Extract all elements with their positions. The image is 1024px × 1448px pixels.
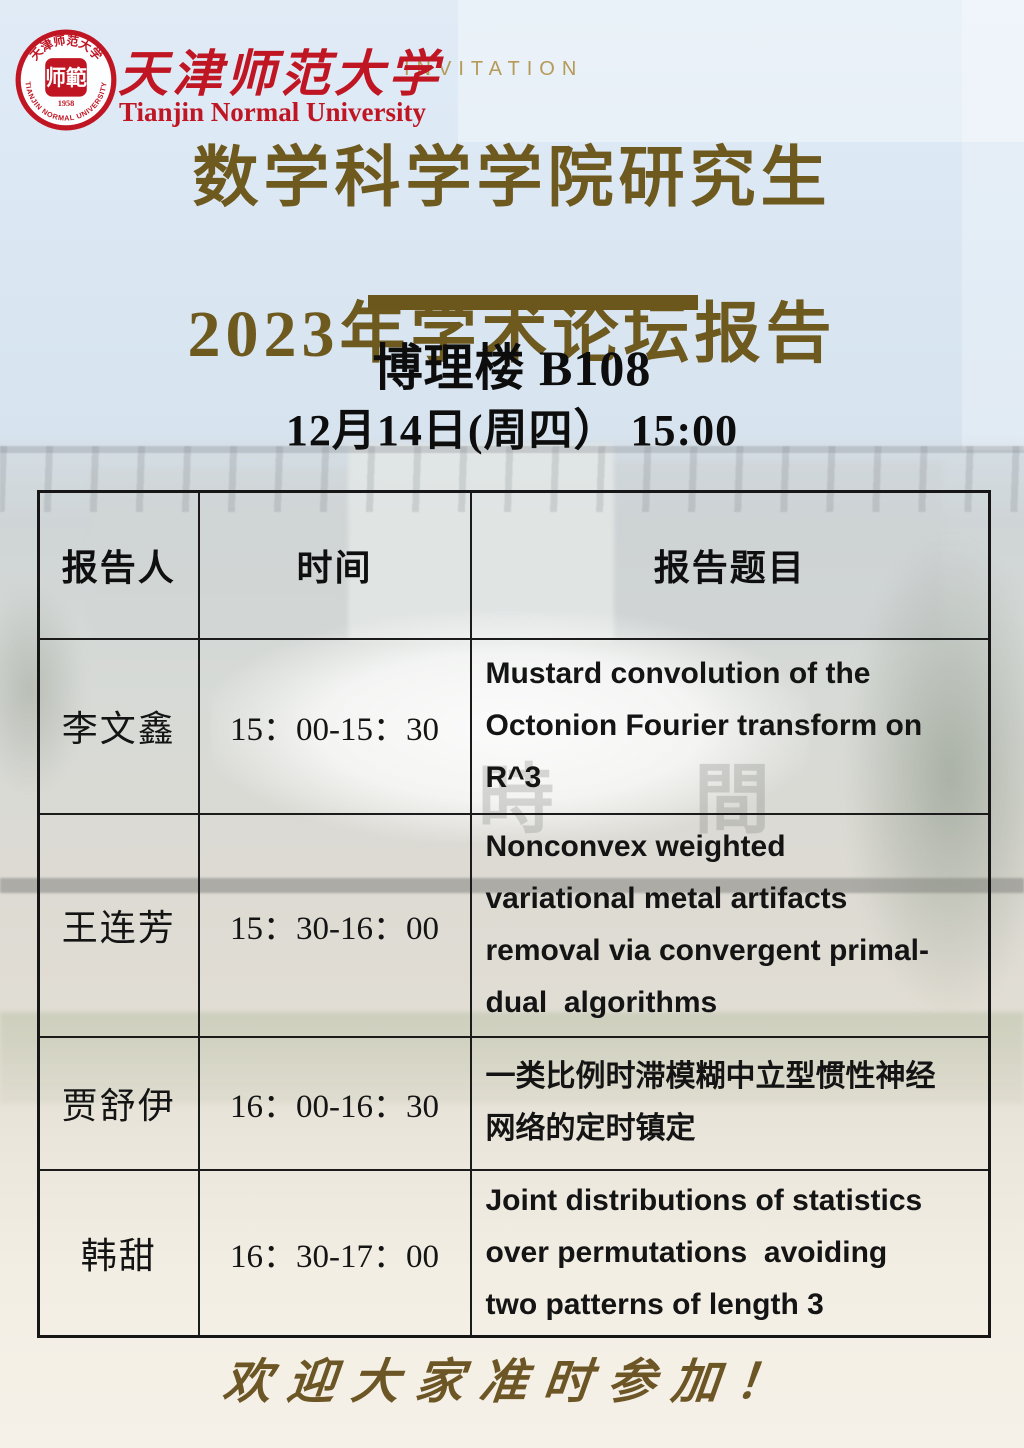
table-header-row: 报告人 时间 报告题目 <box>37 490 991 640</box>
talk-title-cell: Nonconvex weighted variational metal art… <box>469 812 991 1038</box>
speaker-cell: 王连芳 <box>37 812 200 1038</box>
schedule-table-body: 李文鑫 15：00-15：30 Mustard convolution of t… <box>37 637 991 1338</box>
speaker-cell: 李文鑫 <box>37 637 200 815</box>
table-row: 贾舒伊 16：00-16：30 一类比例时滞模糊中立型惯性神经 网络的定时镇定 <box>37 1035 991 1171</box>
university-seal-logo: 天津师范大学 师範 1958 TIANJIN NORMAL UNIVERSITY <box>15 29 117 131</box>
invitation-label: INVITATION <box>404 58 584 80</box>
schedule-table: 报告人 时间 报告题目 李文鑫 15：00-15：30 Mustard conv… <box>37 490 991 1338</box>
photo-light-band <box>458 0 1024 142</box>
university-name-cn: 天津师范大学 <box>118 46 442 102</box>
time-cell: 16：30-17：00 <box>197 1168 472 1338</box>
col-header-speaker: 报告人 <box>37 490 200 640</box>
talk-title-cell: 一类比例时滞模糊中立型惯性神经 网络的定时镇定 <box>469 1035 991 1171</box>
seal-year: 1958 <box>58 99 75 108</box>
poster-title-line2: 2023年学术论坛报告 <box>187 298 837 371</box>
time-cell: 15：00-15：30 <box>197 637 472 815</box>
table-row: 李文鑫 15：00-15：30 Mustard convolution of t… <box>37 637 991 815</box>
seal-center-stamp <box>45 58 87 97</box>
speaker-cell: 韩甜 <box>37 1168 200 1338</box>
photo-light-edge <box>962 0 1024 450</box>
col-header-time: 时间 <box>197 490 472 640</box>
col-header-title: 报告题目 <box>469 490 991 640</box>
time-cell: 15：30-16：00 <box>197 812 472 1038</box>
datetime-text: 12月14日(周四） 15:00 <box>285 406 739 455</box>
speaker-cell: 贾舒伊 <box>37 1035 200 1171</box>
poster-title: 数学科学学院研究生 2023年学术论坛报告 <box>0 140 1024 374</box>
talk-title-cell: Mustard convolution of the Octonion Four… <box>469 637 991 815</box>
poster-title-line1: 数学科学学院研究生 <box>192 142 832 215</box>
table-row: 王连芳 15：30-16：00 Nonconvex weighted varia… <box>37 812 991 1038</box>
time-cell: 16：00-16：30 <box>197 1035 472 1171</box>
seal-center-text: 师範 <box>45 66 87 90</box>
welcome-calligraphy-text: 欢迎大家准时参加！ <box>220 1356 803 1409</box>
venue-text: 博理楼 B108 <box>372 340 652 396</box>
table-row: 韩甜 16：30-17：00 Joint distributions of st… <box>37 1168 991 1338</box>
talk-title-cell: Joint distributions of statistics over p… <box>469 1168 991 1338</box>
title-underline-bar <box>368 295 698 310</box>
university-name-en: Tianjin Normal University <box>119 97 427 127</box>
